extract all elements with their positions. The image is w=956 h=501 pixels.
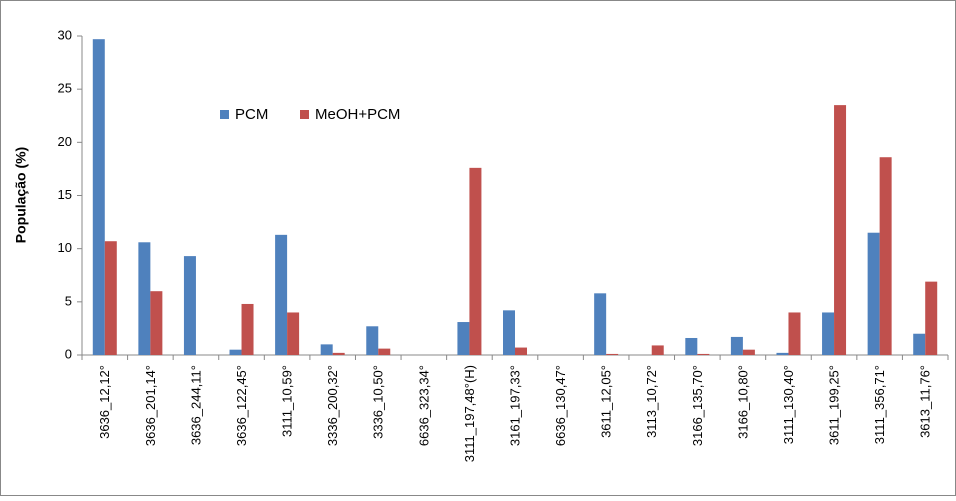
legend-label: MeOH+PCM [315,106,400,123]
bar [879,157,892,355]
bar [867,232,880,355]
legend-label: PCM [235,106,268,123]
bar [138,242,151,355]
bar [378,348,391,355]
x-tick-label: 3111_10,59° [280,365,295,437]
x-tick-label: 3636_201,14° [143,365,158,446]
x-tick-label: 3111_130,40° [781,365,796,444]
legend-swatch [220,110,229,119]
x-tick-label: 3611_12,05° [599,365,614,438]
bar [788,312,801,355]
y-tick-label: 15 [58,187,72,202]
y-tick-label: 5 [65,293,72,308]
bar [366,326,379,355]
bar [104,241,117,355]
bar [730,336,743,355]
bar [651,345,664,355]
bar [469,167,482,355]
bar [742,349,755,355]
bar [822,312,835,355]
x-tick-label: 3636_244,11° [188,365,203,445]
bar [594,293,607,355]
bar [925,281,938,355]
y-tick-label: 10 [58,240,72,255]
y-tick-label: 25 [58,81,72,96]
legend-swatch [300,110,309,119]
x-tick-label: 3611_199,25° [826,365,841,445]
bar [503,310,515,355]
x-tick-label: 3113_10,72° [644,365,659,438]
x-tick-label: 3111_197,48°(H) [462,365,477,462]
bar [241,303,254,355]
y-tick-label: 30 [58,27,72,42]
bar [332,352,345,355]
bar [913,333,926,355]
x-tick-label: 3166_10,80° [735,365,750,439]
bar [275,234,288,355]
bar [287,312,300,355]
x-tick-label: 3161_197,33° [507,365,522,446]
bar [229,349,242,355]
x-tick-label: 3111_356,71° [872,365,887,444]
x-tick-label: 3336_10,50° [371,365,386,439]
bar [320,344,333,355]
bar [685,337,698,355]
bar [834,105,847,355]
bar [457,322,470,355]
x-tick-label: 6636_130,47° [553,365,568,446]
bar [92,39,105,355]
x-tick-label: 3166_135,70° [690,365,705,446]
x-tick-label: 3336_200,32° [325,365,340,446]
bar [515,347,527,355]
y-axis-label: População (%) [13,147,29,243]
bar [606,353,619,355]
bar [776,352,789,355]
x-tick-label: 6636_323,34° [416,365,431,446]
y-tick-label: 0 [65,346,72,361]
x-tick-label: 3636_122,45° [234,365,249,446]
bar [150,291,163,355]
x-tick-label: 3636_12,12° [97,365,112,439]
y-tick-label: 20 [58,134,72,149]
x-tick-label: 3613_11,76° [918,365,933,438]
bar [183,256,196,355]
bar [697,353,710,355]
